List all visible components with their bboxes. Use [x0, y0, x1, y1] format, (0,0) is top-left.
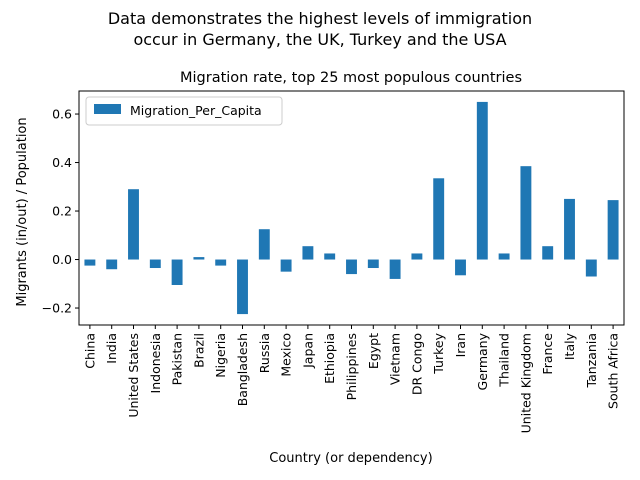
y-tick-label: 0.4 [52, 155, 72, 170]
bar-japan [302, 246, 314, 260]
x-tick-label: Philippines [344, 333, 359, 400]
x-tick-label: Iran [453, 333, 468, 357]
bar-iran [455, 259, 466, 276]
y-ticks-group: −0.2 0.0 0.2 0.4 0.6 [42, 107, 79, 316]
x-tick-label: India [104, 333, 119, 364]
y-axis-label: Migrants (in/out) / Population [15, 117, 30, 306]
y-tick-label: 0.6 [52, 107, 72, 122]
bar-ethiopia [324, 253, 336, 260]
x-tick-label: Egypt [366, 333, 381, 369]
chart-suptitle-line1: Data demonstrates the highest levels of … [108, 9, 532, 28]
chart-title: Migration rate, top 25 most populous cou… [180, 70, 522, 86]
bar-nigeria [215, 259, 227, 266]
x-tick-label: Mexico [279, 333, 294, 377]
x-tick-label: Thailand [497, 333, 512, 388]
chart-suptitle-line2: occur in Germany, the UK, Turkey and the… [133, 30, 506, 49]
bar-india [106, 259, 118, 270]
x-tick-label: South Africa [606, 333, 621, 409]
x-tick-label: Nigeria [213, 333, 228, 378]
y-tick-label: −0.2 [42, 301, 72, 316]
bar-united-states [128, 189, 139, 260]
y-tick-label: 0.0 [52, 252, 72, 267]
bar-south-africa [607, 200, 619, 260]
bar-china [84, 259, 96, 266]
x-tick-label: Germany [475, 332, 490, 390]
x-tick-label: Turkey [431, 332, 446, 374]
bar-indonesia [149, 259, 161, 269]
bars-group [84, 101, 619, 315]
bar-mexico [280, 259, 292, 272]
x-tick-label: United Kingdom [518, 333, 533, 433]
x-ticks-group: China India United States Indonesia Pakistan… [82, 325, 621, 433]
legend-box [85, 96, 283, 126]
x-tick-label: Italy [562, 332, 577, 360]
bar-russia [258, 229, 270, 260]
x-tick-label: Pakistan [170, 333, 185, 385]
bar-germany [476, 101, 488, 260]
bar-pakistan [171, 259, 183, 285]
x-tick-label: France [540, 333, 555, 375]
legend: Migration_Per_Capita [85, 96, 283, 126]
x-tick-label: Ethiopia [322, 333, 337, 384]
bar-united-kingdom [520, 166, 532, 260]
bar-tanzania [585, 259, 597, 277]
bar-turkey [433, 178, 445, 260]
x-axis-label: Country (or dependency) [269, 451, 432, 466]
x-tick-label: Russia [257, 333, 272, 373]
bar-bangladesh [237, 259, 248, 315]
bar-brazil [193, 257, 205, 260]
x-tick-label: Japan [300, 333, 315, 369]
x-tick-label: Bangladesh [235, 333, 250, 406]
x-tick-label: Vietnam [388, 333, 403, 385]
y-tick-label: 0.2 [52, 204, 72, 219]
x-tick-label: Indonesia [148, 333, 163, 393]
x-tick-label: United States [126, 333, 141, 418]
bar-italy [564, 198, 575, 260]
x-tick-label: Tanzania [584, 333, 599, 388]
bar-dr-congo [411, 253, 423, 260]
bar-philippines [346, 259, 357, 275]
legend-swatch [94, 104, 121, 114]
x-tick-label: China [82, 333, 97, 369]
bar-thailand [498, 253, 510, 260]
legend-label: Migration_Per_Capita [130, 103, 262, 118]
x-tick-label: Brazil [191, 333, 206, 368]
bar-egypt [367, 259, 379, 269]
axes-frame [78, 90, 625, 326]
bar-france [542, 246, 554, 260]
x-tick-label: DR Congo [409, 333, 424, 395]
bar-vietnam [389, 259, 401, 279]
